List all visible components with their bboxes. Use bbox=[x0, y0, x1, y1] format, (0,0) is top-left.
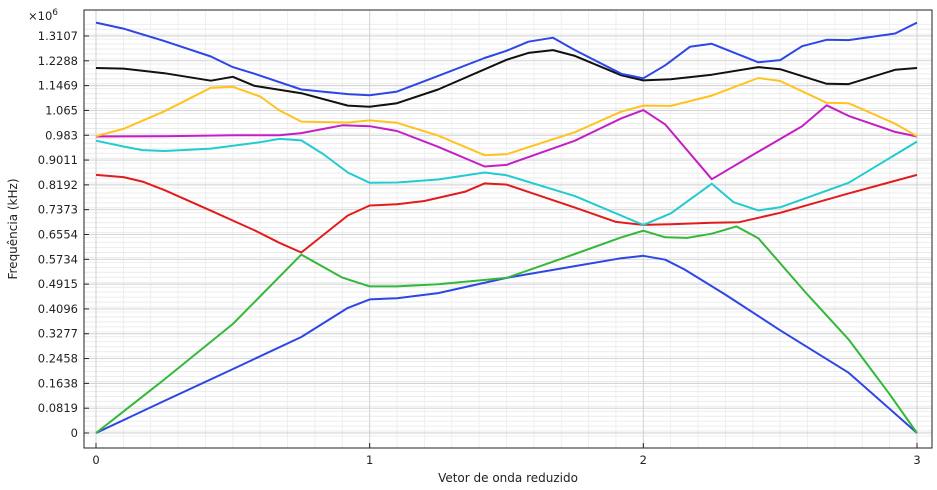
y-tick-label: 0.4096 bbox=[38, 302, 78, 316]
x-tick-label: 3 bbox=[913, 453, 920, 467]
y-tick-label: 0.5734 bbox=[38, 252, 78, 266]
band-line-3 bbox=[95, 173, 918, 254]
y-tick-label: 0 bbox=[71, 426, 78, 440]
band-line-8 bbox=[95, 21, 918, 97]
y-tick-label: 0.983 bbox=[45, 128, 78, 142]
minor-gridlines bbox=[84, 10, 932, 448]
y-tick-label: 1.065 bbox=[45, 103, 78, 117]
band-line-5 bbox=[95, 104, 918, 181]
y-tick-label: 0.2458 bbox=[38, 352, 78, 366]
band-line-2 bbox=[95, 225, 918, 434]
x-tick-label: 2 bbox=[640, 453, 647, 467]
y-axis-title: Frequência (kHz) bbox=[6, 178, 20, 279]
band-line-6 bbox=[95, 77, 918, 157]
y-tick-label: 0.6554 bbox=[38, 227, 78, 241]
plot-frame bbox=[83, 9, 933, 449]
x-axis-ticks: 0 1 2 3 bbox=[92, 443, 921, 467]
band-line-7 bbox=[95, 49, 918, 108]
y-axis-multiplier: ×106 bbox=[28, 8, 58, 23]
band-line-4 bbox=[95, 137, 918, 226]
band-line-1 bbox=[95, 254, 918, 434]
y-tick-label: 0.9011 bbox=[38, 153, 78, 167]
x-tick-label: 1 bbox=[366, 453, 373, 467]
y-tick-label: 0.4915 bbox=[38, 277, 78, 291]
major-gridlines bbox=[84, 10, 932, 448]
y-tick-label: 1.2288 bbox=[38, 54, 78, 68]
y-tick-label: 0.0819 bbox=[38, 401, 78, 415]
x-axis-title: Vetor de onda reduzido bbox=[438, 471, 578, 485]
y-tick-label: 0.1638 bbox=[38, 376, 78, 390]
y-tick-label: 0.3277 bbox=[38, 327, 78, 341]
y-axis-ticks: 0 0.0819 0.1638 0.2458 0.3277 0.4096 0.4915 0.5… bbox=[38, 29, 89, 440]
y-tick-label: 0.8192 bbox=[38, 178, 78, 192]
y-tick-label: 0.7373 bbox=[38, 203, 78, 217]
y-tick-label: 1.1469 bbox=[38, 79, 78, 93]
series-layer bbox=[95, 21, 918, 434]
x-tick-label: 0 bbox=[92, 453, 99, 467]
y-tick-label: 1.3107 bbox=[38, 29, 78, 43]
